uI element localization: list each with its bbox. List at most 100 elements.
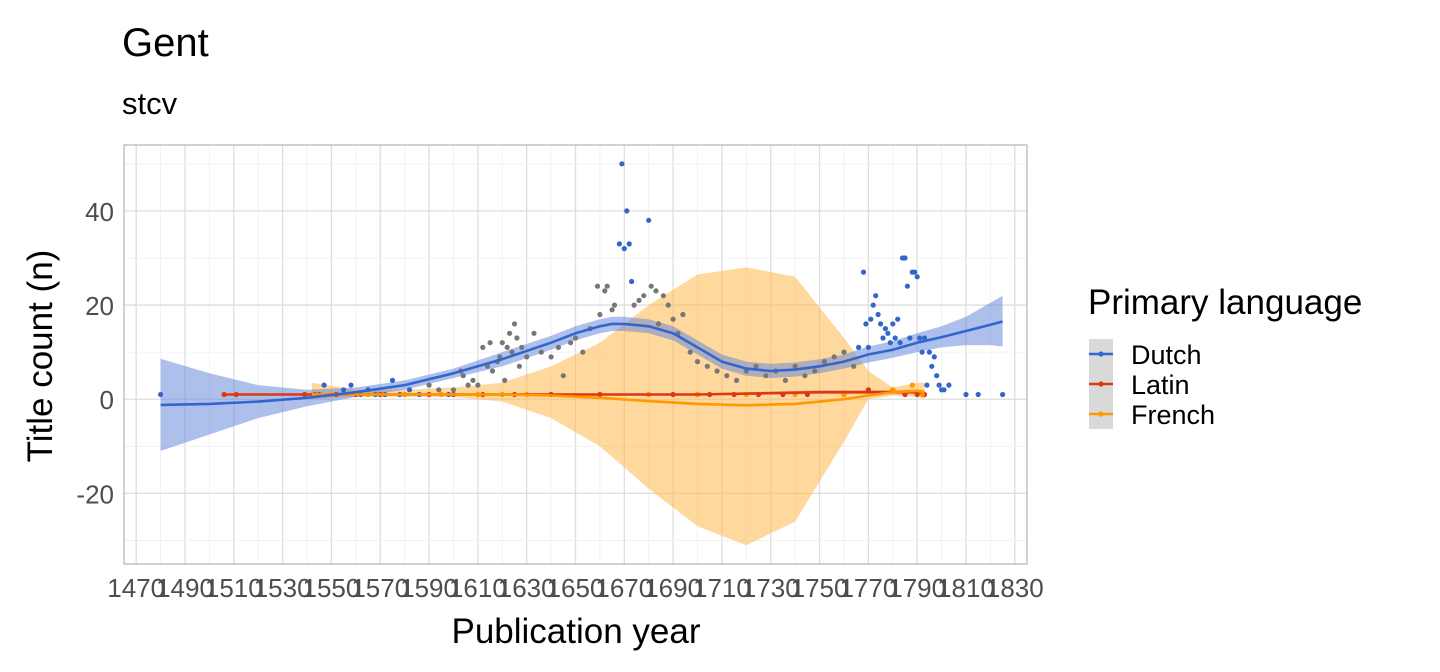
point-dutch — [919, 349, 925, 355]
point-dutch — [851, 363, 857, 369]
point-dutch — [594, 283, 601, 289]
legend-item-latin: Latin — [1089, 369, 1190, 400]
point-dutch — [904, 283, 911, 289]
point-dutch — [734, 377, 740, 383]
point-dutch — [863, 321, 869, 327]
point-dutch — [616, 241, 623, 247]
point-dutch — [924, 382, 930, 388]
point-dutch — [480, 344, 486, 350]
point-dutch — [487, 340, 493, 346]
point-dutch — [963, 391, 969, 398]
point-dutch — [609, 307, 615, 313]
point-dutch — [868, 316, 874, 322]
point-dutch — [882, 326, 889, 332]
y-axis-label: Title count (n) — [21, 250, 60, 463]
point-dutch — [870, 302, 876, 308]
point-dutch — [802, 373, 808, 379]
point-dutch — [753, 363, 759, 369]
point-dutch — [763, 373, 769, 379]
ribbon-dutch — [160, 295, 1003, 451]
x-tick-label: 1570 — [351, 573, 409, 603]
point-dutch — [975, 391, 981, 398]
point-dutch — [914, 274, 920, 280]
point-dutch — [624, 208, 630, 214]
x-tick-label: 1550 — [303, 573, 361, 603]
point-dutch — [475, 382, 481, 388]
point-dutch — [602, 288, 608, 294]
point-dutch — [665, 302, 671, 308]
point-dutch — [604, 283, 610, 289]
x-tick-label: 1810 — [937, 573, 995, 603]
legend-key-point — [1098, 351, 1104, 357]
y-axis-ticks: -20 0 20 40 — [76, 197, 114, 509]
point-dutch — [489, 368, 496, 374]
point-dutch — [680, 311, 686, 318]
x-axis-ticks: 1470149015101530155015701590161016301650… — [107, 573, 1043, 603]
x-tick-label: 1610 — [449, 573, 507, 603]
point-dutch — [538, 349, 544, 355]
point-dutch — [548, 354, 554, 360]
point-french — [909, 382, 915, 388]
point-dutch — [580, 349, 586, 355]
point-dutch — [611, 302, 618, 308]
point-dutch — [572, 335, 579, 341]
x-tick-label: 1690 — [644, 573, 702, 603]
point-dutch — [782, 377, 789, 383]
point-dutch — [821, 359, 828, 365]
point-dutch — [531, 330, 537, 336]
point-dutch — [936, 382, 942, 388]
point-dutch — [812, 368, 818, 374]
point-dutch — [653, 288, 659, 294]
x-tick-label: 1470 — [107, 573, 165, 603]
chart-subtitle: stcv — [122, 86, 178, 121]
point-dutch — [465, 382, 471, 388]
point-dutch — [629, 278, 635, 285]
smooth-ribbons — [160, 267, 1003, 546]
point-dutch — [890, 321, 896, 327]
point-dutch — [406, 387, 413, 393]
point-dutch — [873, 293, 879, 299]
plot-area — [123, 144, 1028, 565]
point-dutch — [792, 363, 798, 369]
x-tick-label: 1650 — [547, 573, 605, 603]
point-dutch — [516, 363, 523, 369]
point-dutch — [436, 387, 442, 393]
point-dutch — [941, 387, 947, 393]
point-dutch — [907, 335, 913, 341]
point-dutch — [724, 373, 730, 379]
point-dutch — [875, 311, 881, 318]
point-dutch — [341, 387, 347, 393]
y-tick-label: 20 — [85, 291, 114, 321]
point-dutch — [921, 335, 928, 341]
point-dutch — [865, 344, 872, 350]
point-dutch — [470, 377, 476, 383]
point-dutch — [704, 363, 710, 369]
point-dutch — [946, 382, 952, 388]
legend-item-dutch: Dutch — [1089, 339, 1202, 370]
point-dutch — [460, 373, 466, 379]
point-dutch — [902, 255, 908, 261]
legend-key-point — [1098, 381, 1104, 387]
point-dutch — [597, 311, 603, 318]
point-dutch — [912, 269, 918, 275]
point-dutch — [502, 377, 508, 383]
point-dutch — [560, 373, 566, 379]
x-tick-label: 1490 — [156, 573, 214, 603]
x-tick-label: 1750 — [791, 573, 849, 603]
point-dutch — [897, 340, 903, 346]
point-dutch — [646, 217, 652, 223]
point-dutch — [831, 354, 837, 360]
smooth-lines — [160, 320, 1003, 407]
x-tick-label: 1790 — [888, 573, 946, 603]
point-dutch — [499, 340, 505, 346]
point-dutch — [511, 321, 518, 327]
point-dutch — [321, 382, 327, 388]
point-dutch — [660, 293, 667, 299]
legend-key-point — [1098, 411, 1104, 417]
point-dutch — [878, 321, 884, 327]
x-tick-label: 1830 — [986, 573, 1044, 603]
point-dutch — [917, 335, 923, 341]
